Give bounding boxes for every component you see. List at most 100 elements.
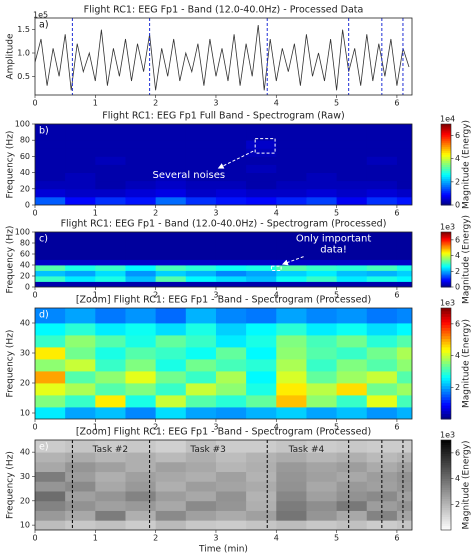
heatmap-cell: [125, 323, 157, 336]
colorbar-swatch: [441, 324, 451, 328]
x-tick-label: 1: [93, 291, 98, 300]
heatmap-cell: [306, 276, 337, 282]
heatmap-cell: [396, 248, 412, 255]
heatmap-cell: [306, 407, 337, 419]
colorbar-tick-label: 0: [455, 283, 460, 292]
heatmap-cell: [65, 461, 96, 473]
heatmap-cell: [366, 132, 398, 141]
y-axis-label: Amplitude: [6, 33, 16, 80]
heatmap-cell: [35, 323, 66, 336]
heatmap-cell: [366, 124, 398, 133]
heatmap-cell: [246, 471, 277, 482]
colorbar-swatch: [441, 413, 451, 417]
colorbar-swatch: [441, 243, 451, 245]
colorbar-swatch: [441, 281, 451, 284]
colorbar-label: Magnitude (Energy): [462, 215, 472, 304]
heatmap-cell: [396, 259, 412, 266]
heatmap-cell: [125, 500, 157, 511]
y-tick-label: 40: [20, 261, 30, 270]
heatmap-cell: [65, 265, 96, 271]
colorbar-swatch: [441, 277, 451, 280]
colorbar-swatch: [441, 265, 451, 267]
heatmap-cell: [276, 270, 307, 277]
heatmap-cell: [276, 188, 307, 198]
heatmap-cell: [306, 440, 337, 453]
heatmap-cell: [396, 265, 412, 271]
colorbar-swatch: [441, 241, 451, 244]
colorbar-swatch: [441, 391, 451, 395]
heatmap-cell: [185, 232, 217, 238]
heatmap-cell: [35, 140, 66, 149]
heatmap-cell: [276, 172, 307, 182]
heatmap-cell: [125, 243, 157, 249]
colorbar-swatch: [441, 162, 451, 165]
heatmap-cell: [65, 180, 96, 190]
x-tick-label: 3: [213, 423, 218, 432]
heatmap-cell: [155, 248, 187, 255]
colorbar-tick-label: 6: [455, 235, 460, 244]
heatmap-cell: [276, 265, 307, 271]
heatmap-cell: [185, 491, 217, 502]
heatmap-cell: [125, 308, 157, 324]
heatmap-cell: [396, 270, 412, 277]
colorbar-tick-label: 2: [455, 500, 460, 509]
heatmap-cell: [185, 510, 217, 521]
heatmap-cell: [35, 164, 66, 173]
heatmap-cell: [65, 276, 96, 282]
heatmap-cell: [215, 248, 247, 255]
heatmap-cell: [306, 308, 337, 324]
colorbar-swatch: [441, 405, 451, 409]
colorbar-label: Magnitude (Energy): [462, 440, 472, 529]
heatmap-cell: [185, 180, 217, 190]
heatmap-cell: [215, 180, 247, 190]
heatmap-cell: [276, 407, 307, 419]
colorbar-swatch: [441, 252, 451, 255]
heatmap-cell: [336, 407, 368, 419]
x-tick-label: 0: [32, 534, 37, 543]
colorbar-swatch: [441, 396, 451, 401]
heatmap-cell: [155, 371, 187, 384]
heatmap-cell: [396, 243, 412, 249]
heatmap-cell: [215, 359, 247, 372]
heatmap-cell: [185, 265, 217, 271]
plot-area: [35, 440, 412, 530]
heatmap-cell: [396, 500, 412, 511]
colorbar-swatch: [441, 442, 451, 445]
colorbar-swatch: [441, 240, 451, 243]
heatmap-cell: [95, 140, 126, 149]
heatmap-cell: [185, 196, 217, 205]
y-tick-label: 40: [20, 168, 30, 177]
heatmap-cell: [65, 156, 96, 165]
heatmap-cell: [65, 237, 96, 244]
heatmap-cell: [276, 500, 307, 511]
heatmap-cell: [306, 520, 337, 530]
colorbar-swatch: [441, 140, 451, 143]
heatmap-cell: [306, 248, 337, 255]
heatmap-cell: [125, 359, 157, 372]
colorbar-swatch: [441, 247, 451, 249]
heatmap-cell: [276, 471, 307, 482]
colorbar-swatch: [441, 282, 451, 285]
heatmap-cell: [65, 395, 96, 408]
colorbar-swatch: [441, 190, 451, 194]
highlight-box: [270, 265, 282, 272]
colorbar-swatch: [441, 168, 451, 172]
heatmap-cell: [396, 196, 412, 205]
heatmap-cell: [95, 371, 126, 384]
heatmap-cell: [95, 237, 126, 244]
heatmap-cell: [336, 259, 368, 266]
colorbar-swatch: [441, 352, 451, 356]
colorbar-swatch: [441, 233, 451, 236]
heatmap-cell: [336, 276, 368, 282]
x-tick-label: 4: [274, 291, 279, 300]
colorbar-swatch: [441, 196, 451, 200]
x-tick-label: 6: [394, 209, 399, 218]
colorbar-swatch: [441, 509, 451, 513]
annotation-text: data!: [320, 245, 347, 256]
task-label: Task #2: [92, 445, 129, 455]
colorbar-swatch: [441, 146, 451, 149]
heatmap-cell: [246, 270, 277, 277]
heatmap-cell: [336, 196, 368, 205]
heatmap-cell: [125, 180, 157, 190]
heatmap-cell: [276, 248, 307, 255]
